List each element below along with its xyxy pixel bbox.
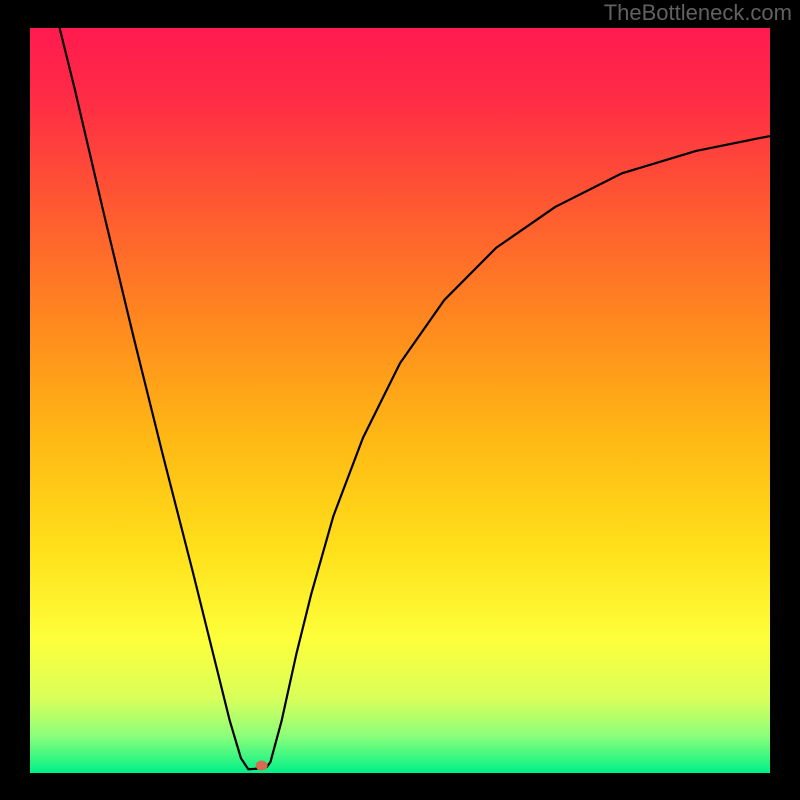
- bottleneck-chart: [0, 0, 800, 800]
- chart-container: { "watermark": { "text": "TheBottleneck.…: [0, 0, 800, 800]
- watermark-text: TheBottleneck.com: [604, 0, 792, 26]
- optimal-point-marker: [256, 761, 268, 771]
